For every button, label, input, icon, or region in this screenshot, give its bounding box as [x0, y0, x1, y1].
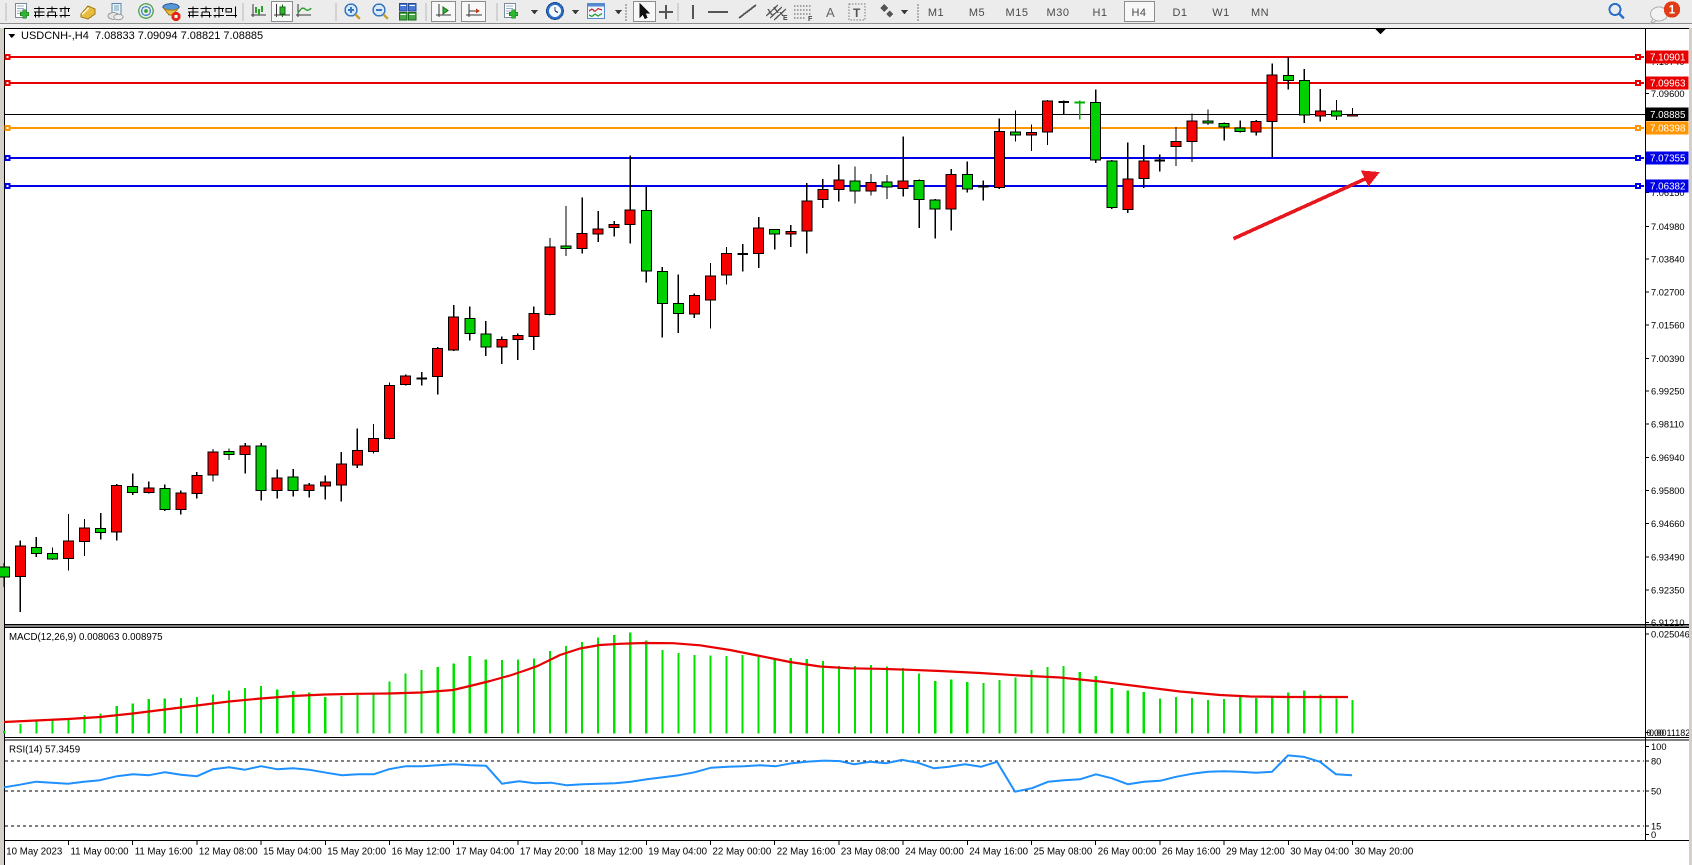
- svg-text:7.00390: 7.00390: [1651, 354, 1685, 364]
- svg-text:M15: M15: [1006, 7, 1029, 19]
- svg-text:30 May 04:00: 30 May 04:00: [1290, 847, 1349, 858]
- svg-text:H1: H1: [1092, 7, 1107, 19]
- svg-text:30 May 20:00: 30 May 20:00: [1355, 847, 1414, 858]
- svg-text:0.0011182: 0.0011182: [1649, 728, 1690, 738]
- svg-text:15 May 04:00: 15 May 04:00: [263, 847, 322, 858]
- svg-text:6.91210: 6.91210: [1651, 618, 1685, 628]
- svg-text:M1: M1: [928, 7, 944, 19]
- svg-text:6.93490: 6.93490: [1651, 553, 1685, 563]
- svg-text:6.96940: 6.96940: [1651, 453, 1685, 463]
- svg-text:6.98110: 6.98110: [1651, 420, 1684, 430]
- svg-text:23 May 08:00: 23 May 08:00: [841, 847, 900, 858]
- svg-text:7.07355: 7.07355: [1650, 154, 1686, 165]
- svg-text:F: F: [808, 16, 813, 23]
- svg-text:11 May 16:00: 11 May 16:00: [135, 847, 194, 858]
- svg-text:25 May 08:00: 25 May 08:00: [1034, 847, 1093, 858]
- svg-text:26 May 00:00: 26 May 00:00: [1098, 847, 1157, 858]
- svg-text:RSI(14) 57.3459: RSI(14) 57.3459: [9, 745, 80, 756]
- svg-text:7.08885: 7.08885: [1650, 110, 1686, 121]
- svg-text:18 May 12:00: 18 May 12:00: [584, 847, 643, 858]
- svg-text:29 May 12:00: 29 May 12:00: [1226, 847, 1285, 858]
- svg-text:USDCNH-,H4 7.08833 7.09094 7.: USDCNH-,H4 7.08833 7.09094 7.08821 7.088…: [21, 30, 263, 42]
- svg-text:7.06150: 7.06150: [1651, 188, 1685, 198]
- svg-text:M5: M5: [969, 7, 985, 19]
- svg-text:MACD(12,26,9) 0.008063 0.00897: MACD(12,26,9) 0.008063 0.008975: [9, 632, 163, 643]
- svg-text:16 May 12:00: 16 May 12:00: [392, 847, 451, 858]
- svg-text:7.09963: 7.09963: [1650, 79, 1686, 90]
- svg-text:7.02700: 7.02700: [1651, 288, 1685, 298]
- svg-text:7.04980: 7.04980: [1651, 222, 1685, 232]
- svg-text:15: 15: [1651, 822, 1661, 832]
- svg-text:50: 50: [1651, 787, 1661, 797]
- svg-text:0: 0: [1651, 830, 1656, 840]
- svg-text:M30: M30: [1047, 7, 1070, 19]
- svg-text:D1: D1: [1172, 7, 1187, 19]
- svg-text:T: T: [853, 6, 861, 20]
- svg-text:W1: W1: [1212, 7, 1230, 19]
- svg-text:17 May 04:00: 17 May 04:00: [456, 847, 515, 858]
- svg-text:1: 1: [1669, 5, 1676, 17]
- svg-text:6.94660: 6.94660: [1651, 519, 1685, 529]
- svg-text:7.03840: 7.03840: [1651, 255, 1685, 265]
- svg-text:6.95800: 6.95800: [1651, 486, 1685, 496]
- svg-text:7.08398: 7.08398: [1650, 124, 1686, 135]
- svg-text:12 May 08:00: 12 May 08:00: [199, 847, 258, 858]
- svg-text:100: 100: [1651, 742, 1667, 752]
- svg-text:7.09600: 7.09600: [1651, 89, 1685, 99]
- svg-text:80: 80: [1651, 757, 1661, 767]
- svg-text:22 May 16:00: 22 May 16:00: [777, 847, 836, 858]
- svg-text:15 May 20:00: 15 May 20:00: [327, 847, 386, 858]
- svg-text:10 May 2023: 10 May 2023: [6, 847, 62, 858]
- svg-text:H4: H4: [1131, 7, 1146, 19]
- svg-text:6.99250: 6.99250: [1651, 387, 1685, 397]
- svg-text:0.025046: 0.025046: [1651, 630, 1690, 640]
- svg-text:17 May 20:00: 17 May 20:00: [520, 847, 579, 858]
- svg-text:E: E: [783, 15, 788, 22]
- svg-text:A: A: [826, 5, 835, 20]
- svg-text:26 May 16:00: 26 May 16:00: [1162, 847, 1221, 858]
- svg-text:24 May 00:00: 24 May 00:00: [905, 847, 964, 858]
- svg-text:22 May 00:00: 22 May 00:00: [713, 847, 772, 858]
- svg-text:24 May 16:00: 24 May 16:00: [969, 847, 1028, 858]
- svg-text:MN: MN: [1251, 7, 1269, 19]
- svg-text:6.92350: 6.92350: [1651, 585, 1685, 595]
- svg-text:7.10901: 7.10901: [1650, 53, 1685, 64]
- svg-text:19 May 04:00: 19 May 04:00: [648, 847, 707, 858]
- svg-text:7.01560: 7.01560: [1651, 320, 1685, 330]
- svg-text:11 May 00:00: 11 May 00:00: [71, 847, 130, 858]
- svg-text:0.00: 0.00: [1647, 728, 1665, 738]
- svg-text:7.06382: 7.06382: [1650, 182, 1685, 193]
